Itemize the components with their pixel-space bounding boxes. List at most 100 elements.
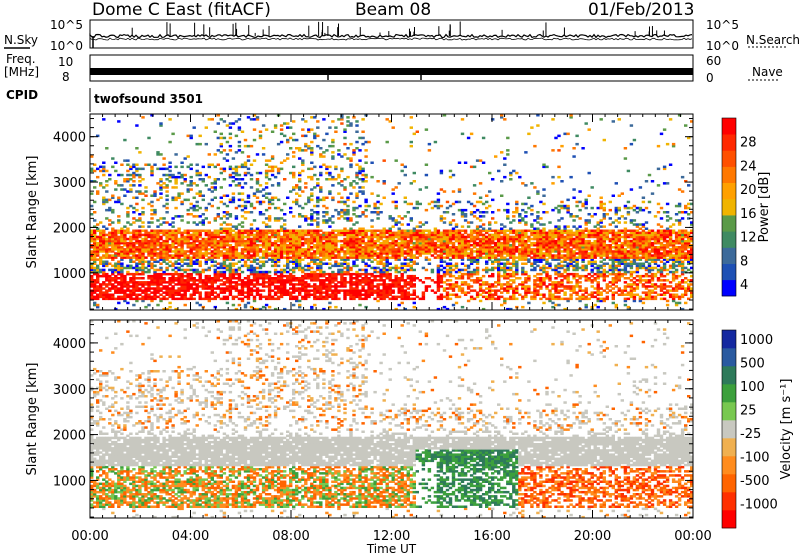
- heatmap-cell: [295, 256, 299, 259]
- heatmap-cell: [337, 289, 341, 292]
- heatmap-cell: [367, 289, 371, 292]
- heatmap-cell: [436, 254, 441, 257]
- heatmap-cell: [123, 285, 127, 288]
- heatmap-cell: [126, 266, 130, 270]
- heatmap-cell: [310, 274, 314, 278]
- heatmap-cell: [301, 215, 305, 218]
- heatmap-cell: [358, 283, 362, 286]
- heatmap-cell: [325, 221, 329, 224]
- heatmap-cell: [234, 272, 239, 276]
- heatmap-cell: [204, 285, 208, 288]
- heatmap-cell: [427, 246, 432, 249]
- heatmap-cell: [276, 219, 281, 222]
- heatmap-cell: [316, 258, 320, 261]
- heatmap-cell: [168, 305, 172, 309]
- heatmap-cell: [222, 283, 227, 286]
- heatmap-cell: [108, 262, 112, 265]
- heatmap-cell: [159, 244, 163, 247]
- heatmap-cell: [454, 301, 459, 305]
- heatmap-cell: [364, 149, 368, 152]
- heatmap-cell: [466, 225, 471, 228]
- heatmap-cell: [349, 279, 353, 282]
- heatmap-cell: [430, 279, 435, 282]
- heatmap-cell: [485, 287, 489, 290]
- heatmap-cell: [403, 235, 407, 239]
- heatmap-cell: [279, 289, 284, 292]
- heatmap-cell: [123, 239, 127, 243]
- heatmap-cell: [105, 262, 109, 265]
- heatmap-cell: [310, 307, 314, 311]
- heatmap-cell: [304, 254, 308, 257]
- heatmap-cell: [180, 295, 184, 299]
- heatmap-cell: [93, 244, 97, 247]
- heatmap-cell: [123, 279, 127, 282]
- heatmap-cell: [276, 206, 281, 210]
- heatmap-cell: [310, 248, 314, 251]
- heatmap-cell: [497, 254, 501, 257]
- heatmap-cell: [427, 235, 432, 239]
- heatmap-cell: [403, 270, 407, 274]
- heatmap-cell: [264, 159, 269, 162]
- heatmap-cell: [195, 231, 199, 235]
- heatmap-cell: [117, 270, 121, 274]
- heatmap-cell: [412, 289, 416, 292]
- heatmap-cell: [283, 283, 287, 286]
- heatmap-cell: [237, 241, 242, 245]
- heatmap-cell: [349, 184, 353, 187]
- heatmap-cell: [521, 258, 525, 261]
- heatmap-cell: [322, 118, 326, 121]
- heatmap-cell: [111, 293, 115, 296]
- heatmap-cell: [189, 184, 193, 187]
- heatmap-cell: [343, 293, 347, 296]
- heatmap-cell: [108, 279, 112, 282]
- heatmap-cell: [261, 239, 266, 243]
- heatmap-cell: [316, 237, 320, 241]
- heatmap-cell: [228, 281, 233, 284]
- heatmap-cell: [367, 293, 371, 296]
- heatmap-cell: [295, 260, 299, 263]
- heatmap-cell: [427, 252, 432, 255]
- heatmap-cell: [358, 248, 362, 251]
- heatmap-cell: [192, 241, 196, 245]
- heatmap-cell: [412, 231, 416, 235]
- heatmap-cell: [135, 147, 139, 150]
- heatmap-cell: [406, 231, 410, 235]
- heatmap-cell: [503, 225, 507, 228]
- heatmap-cell: [276, 142, 281, 146]
- heatmap-cell: [216, 244, 220, 247]
- heatmap-cell: [442, 233, 447, 237]
- heatmap-cell: [219, 132, 223, 136]
- heatmap-cell: [445, 291, 450, 294]
- heatmap-cell: [93, 239, 97, 243]
- heatmap-cell: [120, 289, 124, 292]
- heatmap-cell: [427, 262, 432, 265]
- heatmap-cell: [485, 250, 489, 253]
- heatmap-cell: [358, 295, 362, 299]
- heatmap-cell: [171, 274, 175, 278]
- heatmap-cell: [264, 250, 269, 253]
- heatmap-cell: [385, 287, 389, 290]
- heatmap-cell: [518, 215, 522, 218]
- heatmap-cell: [195, 279, 199, 282]
- heatmap-cell: [494, 221, 498, 224]
- heatmap-cell: [213, 235, 217, 239]
- heatmap-cell: [108, 277, 112, 280]
- heatmap-cell: [117, 277, 121, 280]
- heatmap-cell: [192, 268, 196, 272]
- heatmap-cell: [301, 231, 305, 235]
- heatmap-cell: [457, 239, 462, 243]
- heatmap-cell: [472, 235, 477, 239]
- station-title: Dome C East (fitACF): [92, 0, 271, 20]
- heatmap-cell: [153, 229, 157, 232]
- heatmap-cell: [213, 241, 217, 245]
- heatmap-cell: [237, 140, 242, 144]
- heatmap-cell: [117, 295, 121, 299]
- heatmap-cell: [283, 252, 287, 255]
- heatmap-cell: [189, 285, 193, 288]
- heatmap-cell: [144, 235, 148, 239]
- heatmap-cell: [159, 237, 163, 241]
- heatmap-cell: [204, 239, 208, 243]
- heatmap-cell: [102, 250, 106, 253]
- heatmap-cell: [171, 221, 175, 224]
- heatmap-cell: [421, 239, 426, 243]
